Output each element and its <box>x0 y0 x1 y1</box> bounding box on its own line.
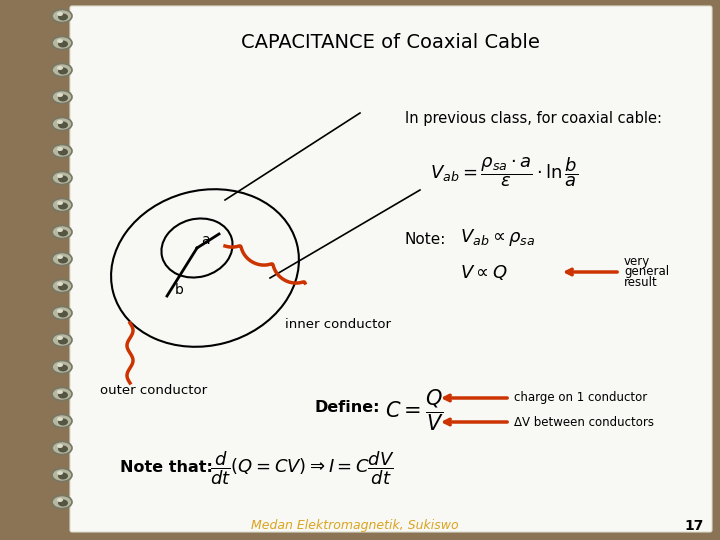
Ellipse shape <box>58 392 68 399</box>
Text: Note that:: Note that: <box>120 461 213 476</box>
Ellipse shape <box>57 336 63 340</box>
Text: In previous class, for coaxial cable:: In previous class, for coaxial cable: <box>405 111 662 125</box>
Ellipse shape <box>57 363 63 367</box>
Ellipse shape <box>57 255 63 259</box>
Text: $V_{ab} \propto \rho_{sa}$: $V_{ab} \propto \rho_{sa}$ <box>460 227 535 248</box>
Text: inner conductor: inner conductor <box>285 319 391 332</box>
Ellipse shape <box>52 172 72 185</box>
Ellipse shape <box>52 334 72 347</box>
Ellipse shape <box>52 496 72 509</box>
Ellipse shape <box>57 93 63 97</box>
Ellipse shape <box>58 176 68 183</box>
Ellipse shape <box>52 91 72 104</box>
Ellipse shape <box>57 201 63 205</box>
Text: 17: 17 <box>684 519 703 533</box>
Ellipse shape <box>58 122 68 129</box>
Ellipse shape <box>58 472 68 480</box>
Text: result: result <box>624 275 658 288</box>
Ellipse shape <box>57 417 63 421</box>
Ellipse shape <box>57 498 63 502</box>
Text: outer conductor: outer conductor <box>100 383 207 396</box>
Ellipse shape <box>52 415 72 428</box>
Text: Note:: Note: <box>405 233 446 247</box>
Ellipse shape <box>58 40 68 48</box>
Text: $\dfrac{d}{dt}(Q = CV) \Rightarrow I = C\dfrac{dV}{dt}$: $\dfrac{d}{dt}(Q = CV) \Rightarrow I = C… <box>210 449 395 487</box>
Ellipse shape <box>58 338 68 345</box>
Ellipse shape <box>52 361 72 374</box>
Text: general: general <box>624 266 669 279</box>
Ellipse shape <box>58 148 68 156</box>
Text: ΔV between conductors: ΔV between conductors <box>514 415 654 429</box>
Ellipse shape <box>57 228 63 232</box>
Ellipse shape <box>58 364 68 372</box>
Ellipse shape <box>58 310 68 318</box>
Text: CAPACITANCE of Coaxial Cable: CAPACITANCE of Coaxial Cable <box>240 32 539 51</box>
Ellipse shape <box>52 145 72 158</box>
Text: Medan Elektromagnetik, Sukiswo: Medan Elektromagnetik, Sukiswo <box>251 519 459 532</box>
Text: $V_{ab} = \dfrac{\rho_{sa} \cdot a}{\varepsilon} \cdot \ln\dfrac{b}{a}$: $V_{ab} = \dfrac{\rho_{sa} \cdot a}{\var… <box>430 155 578 189</box>
Ellipse shape <box>58 94 68 102</box>
Text: $C = \dfrac{Q}{V}$: $C = \dfrac{Q}{V}$ <box>385 387 444 433</box>
Ellipse shape <box>52 280 72 293</box>
Ellipse shape <box>57 147 63 151</box>
Ellipse shape <box>52 10 72 23</box>
Ellipse shape <box>58 284 68 291</box>
Ellipse shape <box>58 68 68 75</box>
Ellipse shape <box>57 12 63 16</box>
Ellipse shape <box>57 444 63 448</box>
Ellipse shape <box>58 230 68 237</box>
Ellipse shape <box>57 174 63 178</box>
Ellipse shape <box>57 66 63 70</box>
Ellipse shape <box>57 120 63 124</box>
Ellipse shape <box>57 471 63 475</box>
Ellipse shape <box>52 388 72 401</box>
Ellipse shape <box>58 446 68 453</box>
Ellipse shape <box>57 282 63 286</box>
Ellipse shape <box>57 39 63 43</box>
Text: a: a <box>201 233 210 247</box>
Ellipse shape <box>52 226 72 239</box>
Text: $V \propto Q$: $V \propto Q$ <box>460 262 508 281</box>
Ellipse shape <box>52 199 72 212</box>
Ellipse shape <box>52 118 72 131</box>
Text: very: very <box>624 255 650 268</box>
Ellipse shape <box>57 309 63 313</box>
Ellipse shape <box>58 500 68 507</box>
Text: Define:: Define: <box>315 401 380 415</box>
Ellipse shape <box>58 418 68 426</box>
Ellipse shape <box>52 442 72 455</box>
Text: b: b <box>174 283 184 297</box>
Ellipse shape <box>57 390 63 394</box>
Ellipse shape <box>52 307 72 320</box>
Ellipse shape <box>58 256 68 264</box>
Ellipse shape <box>52 253 72 266</box>
Ellipse shape <box>58 202 68 210</box>
Ellipse shape <box>58 14 68 21</box>
FancyBboxPatch shape <box>70 6 712 532</box>
Ellipse shape <box>52 37 72 50</box>
Text: charge on 1 conductor: charge on 1 conductor <box>514 392 647 404</box>
Ellipse shape <box>52 469 72 482</box>
Ellipse shape <box>52 64 72 77</box>
